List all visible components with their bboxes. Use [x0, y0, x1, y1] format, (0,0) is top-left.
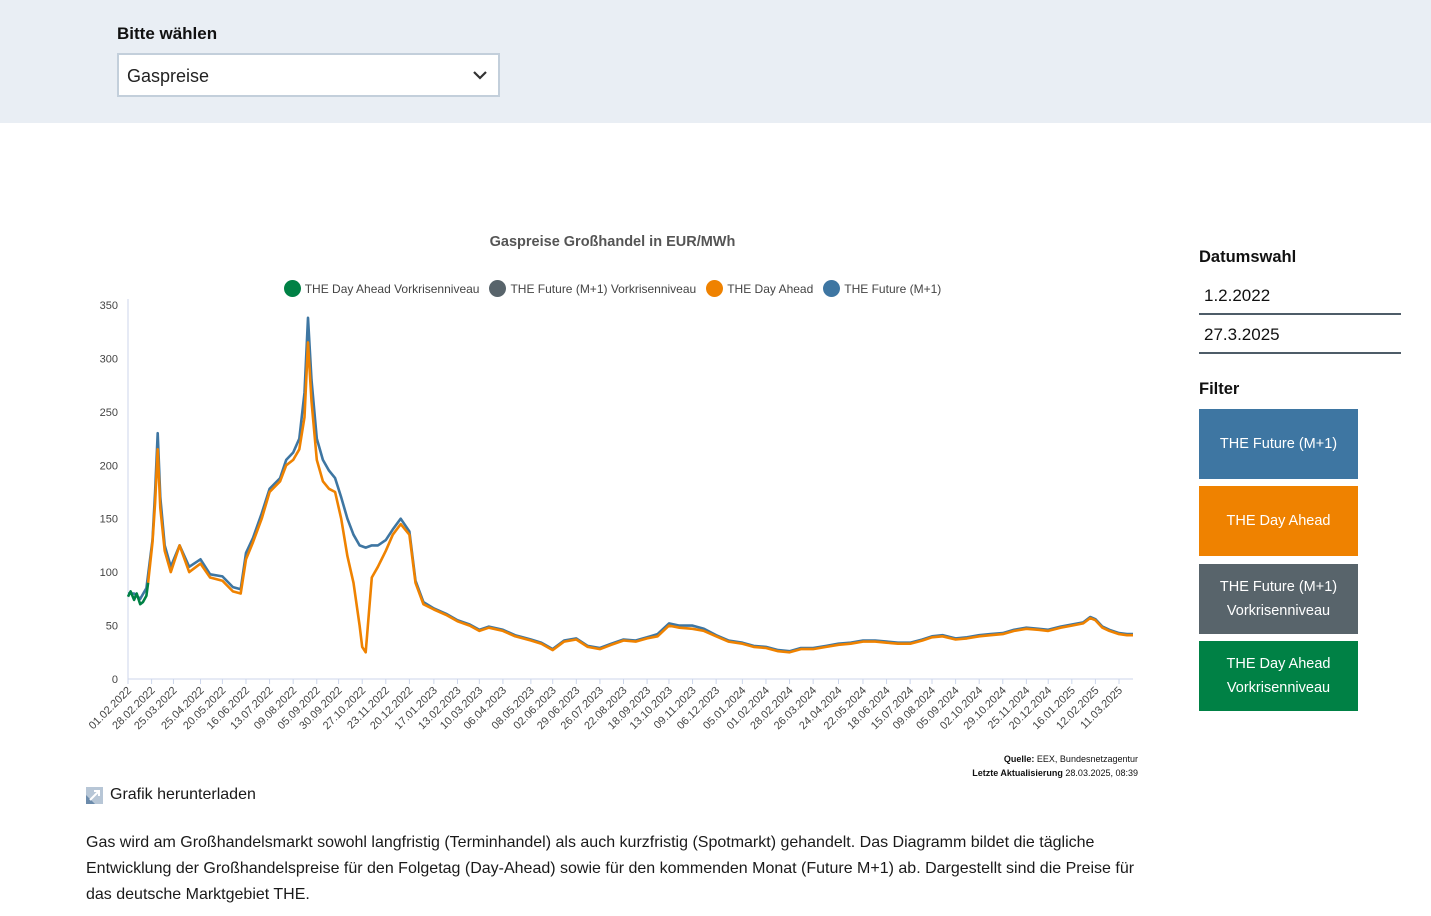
y-tick-label: 300 — [100, 353, 118, 365]
y-tick-label: 50 — [106, 621, 118, 633]
legend-label: THE Day Ahead Vorkrisenniveau — [304, 281, 480, 296]
y-tick-label: 200 — [100, 460, 118, 472]
filter-future-label: THE Future (M+1) — [1219, 436, 1338, 452]
updated-value: 28.03.2025, 08:39 — [1065, 768, 1138, 778]
download-icon — [86, 786, 103, 804]
series-line — [126, 582, 150, 606]
filter-future-button[interactable]: THE Future (M+1) — [1199, 409, 1358, 479]
chart-container: 0 50 100 150 200 250 300 350 01.02.2022 28.02.202… — [80, 220, 1150, 785]
chevron-down-icon — [473, 71, 487, 80]
filter-day-ahead-precrisis-button[interactable]: THE Day Ahead Vorkrisenniveau — [1199, 641, 1358, 711]
y-tick-label: 250 — [100, 407, 118, 419]
legend-marker — [283, 280, 301, 297]
filter-day-ahead-button[interactable]: THE Day Ahead — [1199, 486, 1358, 556]
legend-item[interactable]: THE Future (M+1) — [823, 280, 941, 297]
date-to-input[interactable]: 27.3.2025 — [1199, 320, 1401, 354]
y-tick-label: 0 — [112, 674, 118, 686]
selector-label: Bitte wählen — [117, 24, 218, 43]
dataset-select[interactable]: Gaspreise — [117, 53, 500, 97]
date-from-input[interactable]: 1.2.2022 — [1199, 281, 1401, 315]
legend-marker — [823, 280, 841, 297]
legend-item[interactable]: THE Day Ahead — [706, 280, 813, 297]
filter-day-ahead-label: THE Day Ahead — [1226, 513, 1331, 529]
chart-title: Gaspreise Großhandel in EUR/MWh — [489, 234, 736, 250]
updated-label: Letzte Aktualisierung — [972, 768, 1063, 778]
dataset-select-value: Gaspreise — [127, 66, 210, 86]
download-label: Grafik herunterladen — [110, 786, 256, 803]
y-tick-label: 100 — [100, 567, 118, 579]
date-heading: Datumswahl — [1199, 248, 1297, 266]
price-chart: 05010015020025030035001.02.202228.02.202… — [87, 299, 1133, 732]
y-tick-label: 150 — [100, 514, 118, 526]
chart-source: Quelle: EEX, Bundesnetzagentur Letzte Ak… — [972, 752, 1138, 780]
series-line — [146, 341, 1133, 654]
source-value: EEX, Bundesnetzagentur — [1036, 754, 1138, 764]
y-tick-label: 350 — [100, 300, 118, 312]
filter-future-precrisis-sublabel: Vorkrisenniveau — [1226, 603, 1331, 619]
legend-label: THE Future (M+1) — [844, 281, 942, 296]
filter-day-ahead-precrisis-label: THE Day Ahead — [1226, 656, 1331, 672]
legend-item[interactable]: THE Day Ahead Vorkrisenniveau — [283, 280, 480, 297]
filter-day-ahead-precrisis-sublabel: Vorkrisenniveau — [1226, 680, 1331, 696]
legend-marker — [706, 280, 724, 297]
legend-marker — [489, 280, 507, 297]
source-label: Quelle: — [1003, 754, 1035, 764]
chart-legend: THE Day Ahead Vorkrisenniveau THE Future … — [80, 280, 1145, 297]
legend-label: THE Day Ahead — [727, 281, 814, 296]
filter-future-precrisis-button[interactable]: THE Future (M+1) Vorkrisenniveau — [1199, 564, 1358, 634]
chart-description: Gas wird am Großhandelsmarkt sowohl lang… — [86, 834, 1135, 903]
legend-label: THE Future (M+1) Vorkrisenniveau — [510, 281, 697, 296]
download-chart-link[interactable]: Grafik herunterladen — [86, 786, 256, 804]
filter-future-precrisis-label: THE Future (M+1) — [1219, 579, 1338, 595]
legend-item[interactable]: THE Future (M+1) Vorkrisenniveau — [489, 280, 696, 297]
filter-heading: Filter — [1199, 380, 1240, 398]
